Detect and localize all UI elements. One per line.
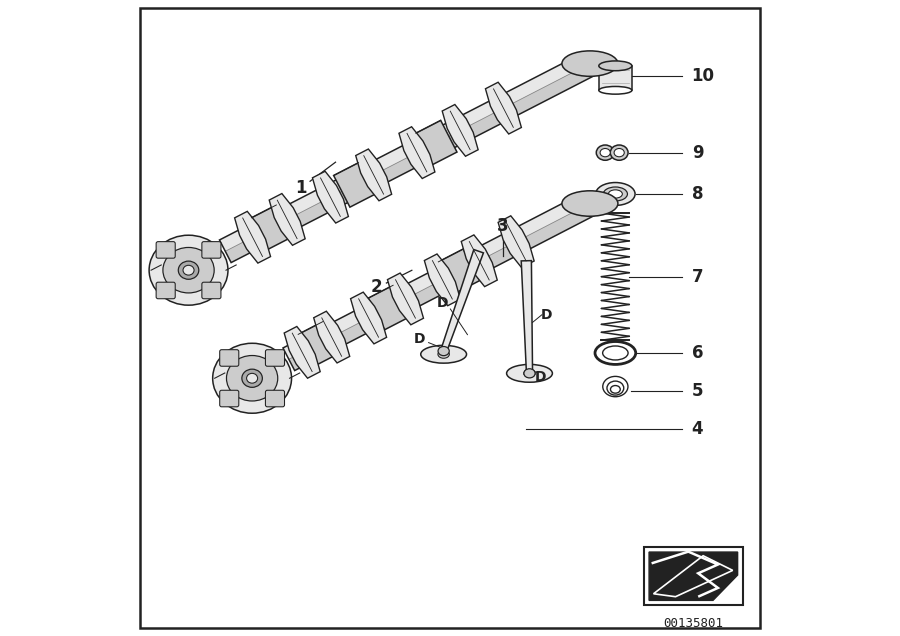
Ellipse shape xyxy=(438,347,449,356)
Ellipse shape xyxy=(598,61,632,71)
FancyBboxPatch shape xyxy=(220,350,238,366)
Text: 9: 9 xyxy=(692,144,703,162)
Text: 4: 4 xyxy=(692,420,703,438)
Ellipse shape xyxy=(163,247,214,293)
Polygon shape xyxy=(416,120,457,165)
Text: 3: 3 xyxy=(497,218,508,235)
Polygon shape xyxy=(441,249,483,352)
Text: 2: 2 xyxy=(371,279,382,296)
FancyBboxPatch shape xyxy=(220,391,238,407)
Polygon shape xyxy=(289,204,596,371)
Ellipse shape xyxy=(562,191,618,216)
Polygon shape xyxy=(314,311,350,363)
Ellipse shape xyxy=(178,261,199,279)
Polygon shape xyxy=(498,216,535,268)
Polygon shape xyxy=(598,66,632,90)
Ellipse shape xyxy=(600,148,610,156)
Ellipse shape xyxy=(438,350,449,358)
Ellipse shape xyxy=(596,183,635,205)
Polygon shape xyxy=(334,163,374,207)
Ellipse shape xyxy=(420,345,466,363)
Polygon shape xyxy=(225,64,596,263)
Polygon shape xyxy=(312,171,348,223)
Ellipse shape xyxy=(524,369,536,378)
Text: D: D xyxy=(436,296,448,310)
Ellipse shape xyxy=(507,364,553,382)
Polygon shape xyxy=(521,261,533,373)
Ellipse shape xyxy=(242,369,263,387)
Polygon shape xyxy=(438,249,480,293)
Ellipse shape xyxy=(247,373,257,383)
Polygon shape xyxy=(388,273,424,325)
Ellipse shape xyxy=(603,187,627,201)
Ellipse shape xyxy=(212,343,292,413)
Text: D: D xyxy=(535,370,546,384)
Ellipse shape xyxy=(614,148,625,156)
Text: 00135801: 00135801 xyxy=(663,617,724,630)
Polygon shape xyxy=(485,82,521,134)
Ellipse shape xyxy=(183,265,194,275)
Polygon shape xyxy=(269,193,305,245)
Ellipse shape xyxy=(598,86,632,94)
Bar xyxy=(644,547,742,605)
Polygon shape xyxy=(351,292,387,344)
Polygon shape xyxy=(461,235,498,287)
Ellipse shape xyxy=(227,356,278,401)
Polygon shape xyxy=(356,149,392,201)
Text: 5: 5 xyxy=(692,382,703,400)
Polygon shape xyxy=(235,211,271,263)
FancyBboxPatch shape xyxy=(156,242,176,258)
Text: 7: 7 xyxy=(692,268,703,286)
Text: 8: 8 xyxy=(692,185,703,203)
FancyBboxPatch shape xyxy=(266,391,284,407)
Ellipse shape xyxy=(149,235,228,305)
Polygon shape xyxy=(283,192,590,359)
FancyBboxPatch shape xyxy=(156,282,176,299)
Ellipse shape xyxy=(610,145,628,160)
Polygon shape xyxy=(399,127,435,179)
Polygon shape xyxy=(251,205,292,249)
Text: D: D xyxy=(541,308,553,322)
Text: D: D xyxy=(414,332,425,346)
Polygon shape xyxy=(298,322,339,366)
Ellipse shape xyxy=(603,346,628,360)
FancyBboxPatch shape xyxy=(266,350,284,366)
Text: 1: 1 xyxy=(295,179,306,197)
Text: 10: 10 xyxy=(692,67,715,85)
Polygon shape xyxy=(284,326,320,378)
Polygon shape xyxy=(220,52,590,251)
Ellipse shape xyxy=(597,145,614,160)
Polygon shape xyxy=(442,104,478,156)
Polygon shape xyxy=(649,552,738,600)
Ellipse shape xyxy=(524,370,536,377)
FancyBboxPatch shape xyxy=(202,242,220,258)
Polygon shape xyxy=(425,254,461,306)
Ellipse shape xyxy=(562,51,618,76)
Text: 6: 6 xyxy=(692,344,703,362)
FancyBboxPatch shape xyxy=(202,282,220,299)
Ellipse shape xyxy=(608,190,623,198)
Polygon shape xyxy=(368,286,410,329)
